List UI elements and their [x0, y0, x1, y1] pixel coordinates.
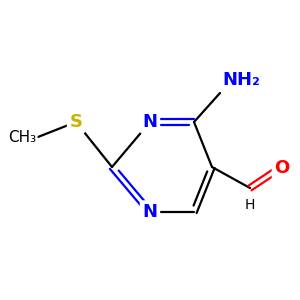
Text: H: H	[245, 198, 255, 212]
Text: CH₃: CH₃	[8, 130, 36, 145]
Text: S: S	[70, 113, 83, 131]
Text: NH₂: NH₂	[222, 71, 260, 89]
Text: N: N	[142, 113, 158, 131]
Text: N: N	[142, 203, 158, 221]
Text: O: O	[274, 159, 290, 177]
